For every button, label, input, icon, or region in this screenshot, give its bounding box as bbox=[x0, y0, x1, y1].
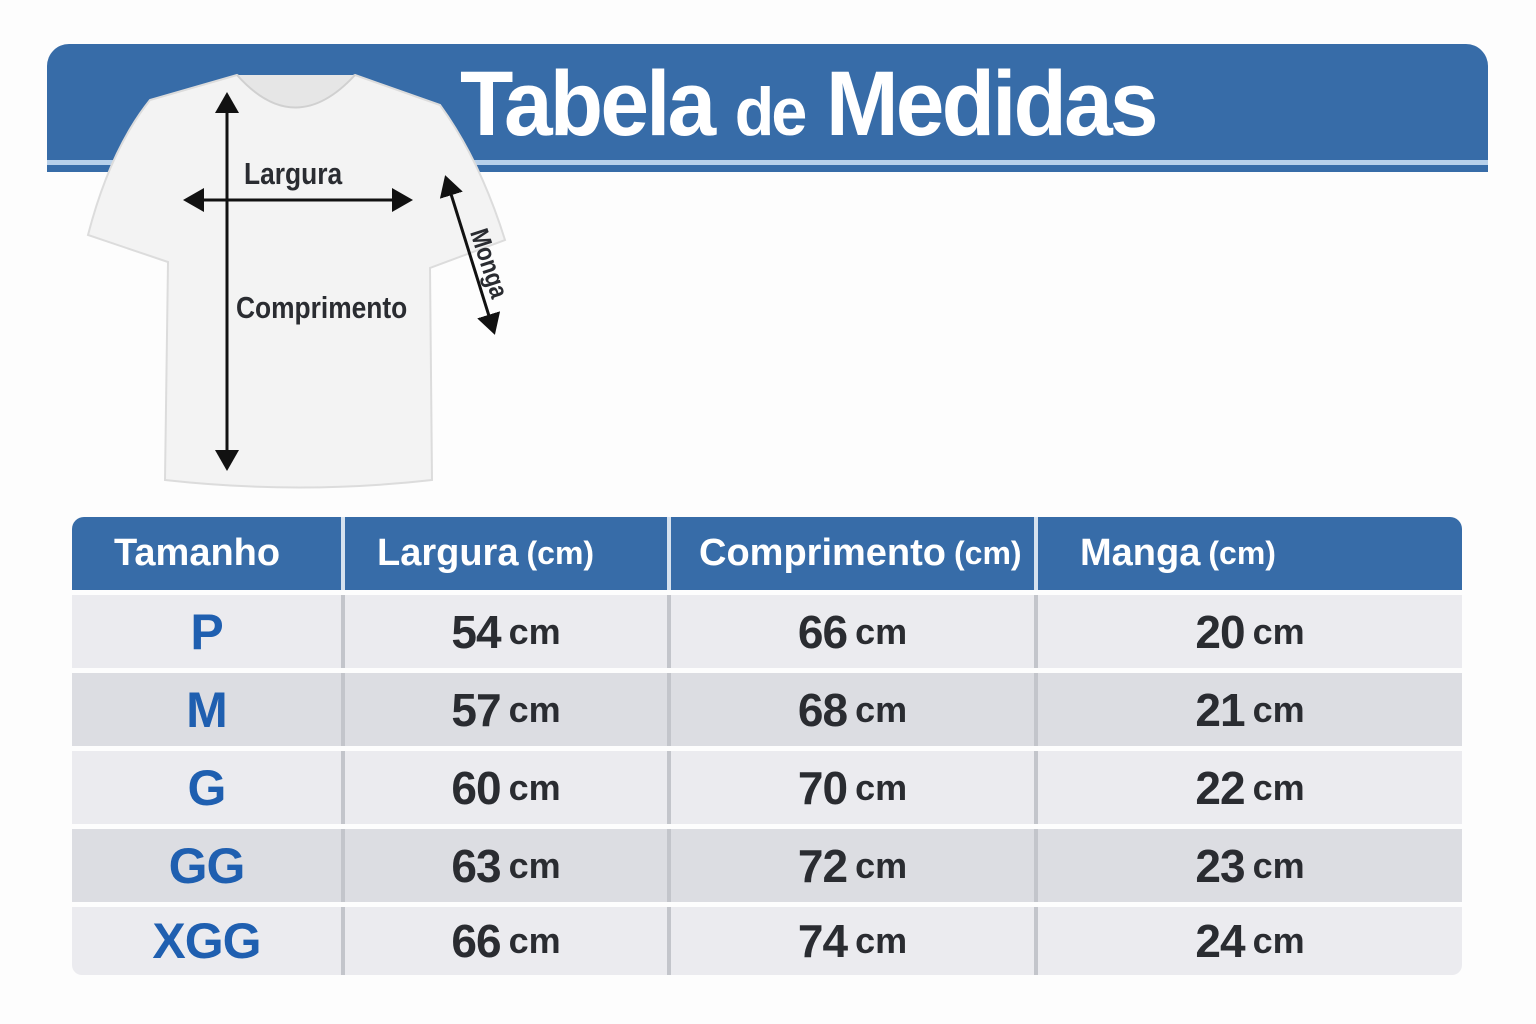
header-size: Tamanho bbox=[72, 517, 345, 590]
value: 22 bbox=[1195, 761, 1245, 814]
value: 54 bbox=[451, 605, 501, 658]
value: 23 bbox=[1195, 839, 1245, 892]
value: 60 bbox=[451, 761, 501, 814]
largura-cell: 57 cm bbox=[345, 673, 671, 746]
value: 70 bbox=[797, 761, 848, 814]
largura-cell: 63 cm bbox=[345, 829, 671, 902]
manga-cell: 23 cm bbox=[1038, 829, 1462, 902]
tshirt-diagram bbox=[86, 73, 507, 489]
manga-cell: 20 cm bbox=[1038, 595, 1462, 668]
header-length: Comprimento (cm) bbox=[671, 517, 1038, 590]
value: 63 bbox=[451, 839, 501, 892]
width-label: Largura bbox=[244, 156, 343, 191]
title-word: Tabela bbox=[460, 53, 716, 155]
table-row: GG 63 cm 72 cm 23 cm bbox=[72, 829, 1462, 902]
manga-cell: 22 cm bbox=[1038, 751, 1462, 824]
unit: cm bbox=[508, 844, 561, 886]
size-cell: XGG bbox=[72, 907, 345, 975]
header-label: Tamanho bbox=[114, 532, 281, 574]
value: 72 bbox=[797, 839, 848, 892]
header-label: Manga bbox=[1080, 532, 1201, 574]
size-cell: G bbox=[72, 751, 345, 824]
header-sleeve: Manga (cm) bbox=[1038, 517, 1462, 590]
value: 66 bbox=[451, 915, 501, 967]
banner-stripe bbox=[47, 160, 1488, 165]
size-cell: P bbox=[72, 595, 345, 668]
unit: cm bbox=[1252, 920, 1305, 961]
header-label: Comprimento bbox=[699, 532, 946, 574]
length-label: Comprimento bbox=[236, 290, 408, 325]
unit: cm bbox=[855, 920, 908, 961]
unit: cm bbox=[855, 844, 908, 886]
size-cell: GG bbox=[72, 829, 345, 902]
unit: cm bbox=[1252, 766, 1305, 808]
unit: cm bbox=[508, 610, 561, 652]
manga-cell: 21 cm bbox=[1038, 673, 1462, 746]
header-unit: (cm) bbox=[526, 535, 595, 571]
value: 68 bbox=[797, 683, 848, 736]
title-word: de bbox=[734, 74, 808, 150]
title-word: Medidas bbox=[825, 53, 1159, 155]
table-header: Tamanho Largura (cm) Comprimento (cm) Mang… bbox=[72, 517, 1462, 590]
unit: cm bbox=[855, 610, 908, 652]
table-row: M 57 cm 68 cm 21 cm bbox=[72, 673, 1462, 746]
unit: cm bbox=[855, 766, 908, 808]
comprimento-cell: 68 cm bbox=[671, 673, 1038, 746]
value: 57 bbox=[451, 683, 501, 736]
unit: cm bbox=[1252, 844, 1305, 886]
header-label: Largura bbox=[377, 532, 519, 574]
largura-cell: 54 cm bbox=[345, 595, 671, 668]
header-unit: (cm) bbox=[1208, 535, 1276, 571]
table-row: G 60 cm 70 cm 22 cm bbox=[72, 751, 1462, 824]
unit: cm bbox=[855, 688, 908, 730]
table-row: P 54 cm 66 cm 20 cm bbox=[72, 595, 1462, 668]
unit: cm bbox=[1252, 688, 1305, 730]
unit: cm bbox=[1252, 610, 1305, 652]
table-row: XGG 66 cm 74 cm 24 cm bbox=[72, 907, 1462, 975]
comprimento-cell: 74 cm bbox=[671, 907, 1038, 975]
largura-cell: 66 cm bbox=[345, 907, 671, 975]
largura-cell: 60 cm bbox=[345, 751, 671, 824]
size-cell: M bbox=[72, 673, 345, 746]
unit: cm bbox=[508, 766, 561, 808]
value: 21 bbox=[1195, 683, 1245, 736]
comprimento-cell: 66 cm bbox=[671, 595, 1038, 668]
page-title: Tabela de Medidas bbox=[460, 52, 1163, 157]
header-width: Largura (cm) bbox=[345, 517, 671, 590]
size-table: Tamanho Largura (cm) Comprimento (cm) Mang… bbox=[72, 517, 1462, 975]
header-unit: (cm) bbox=[954, 535, 1022, 571]
unit: cm bbox=[508, 920, 561, 961]
comprimento-cell: 72 cm bbox=[671, 829, 1038, 902]
value: 20 bbox=[1195, 605, 1245, 658]
unit: cm bbox=[508, 688, 561, 730]
value: 74 bbox=[797, 915, 848, 967]
comprimento-cell: 70 cm bbox=[671, 751, 1038, 824]
value: 66 bbox=[797, 605, 848, 658]
value: 24 bbox=[1195, 915, 1245, 967]
manga-cell: 24 cm bbox=[1038, 907, 1462, 975]
